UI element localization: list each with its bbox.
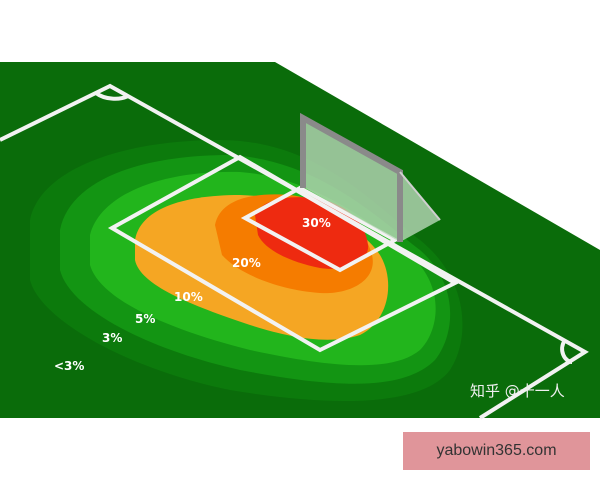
penalty-box: [107, 154, 460, 353]
label-30: 30%: [302, 216, 331, 230]
label-20: 20%: [232, 256, 261, 270]
goal: [300, 112, 441, 242]
label-3: 3%: [102, 331, 122, 345]
six-yard-box: [240, 185, 400, 273]
label-5: 5%: [135, 312, 155, 326]
corner-arc-bottom: [560, 338, 573, 364]
watermark: 知乎 @十一人: [470, 382, 565, 400]
label-lt3: <3%: [54, 359, 84, 373]
corner-arc-top: [94, 91, 129, 101]
promo-banner[interactable]: yabowin365.com: [403, 432, 590, 470]
label-10: 10%: [174, 290, 203, 304]
